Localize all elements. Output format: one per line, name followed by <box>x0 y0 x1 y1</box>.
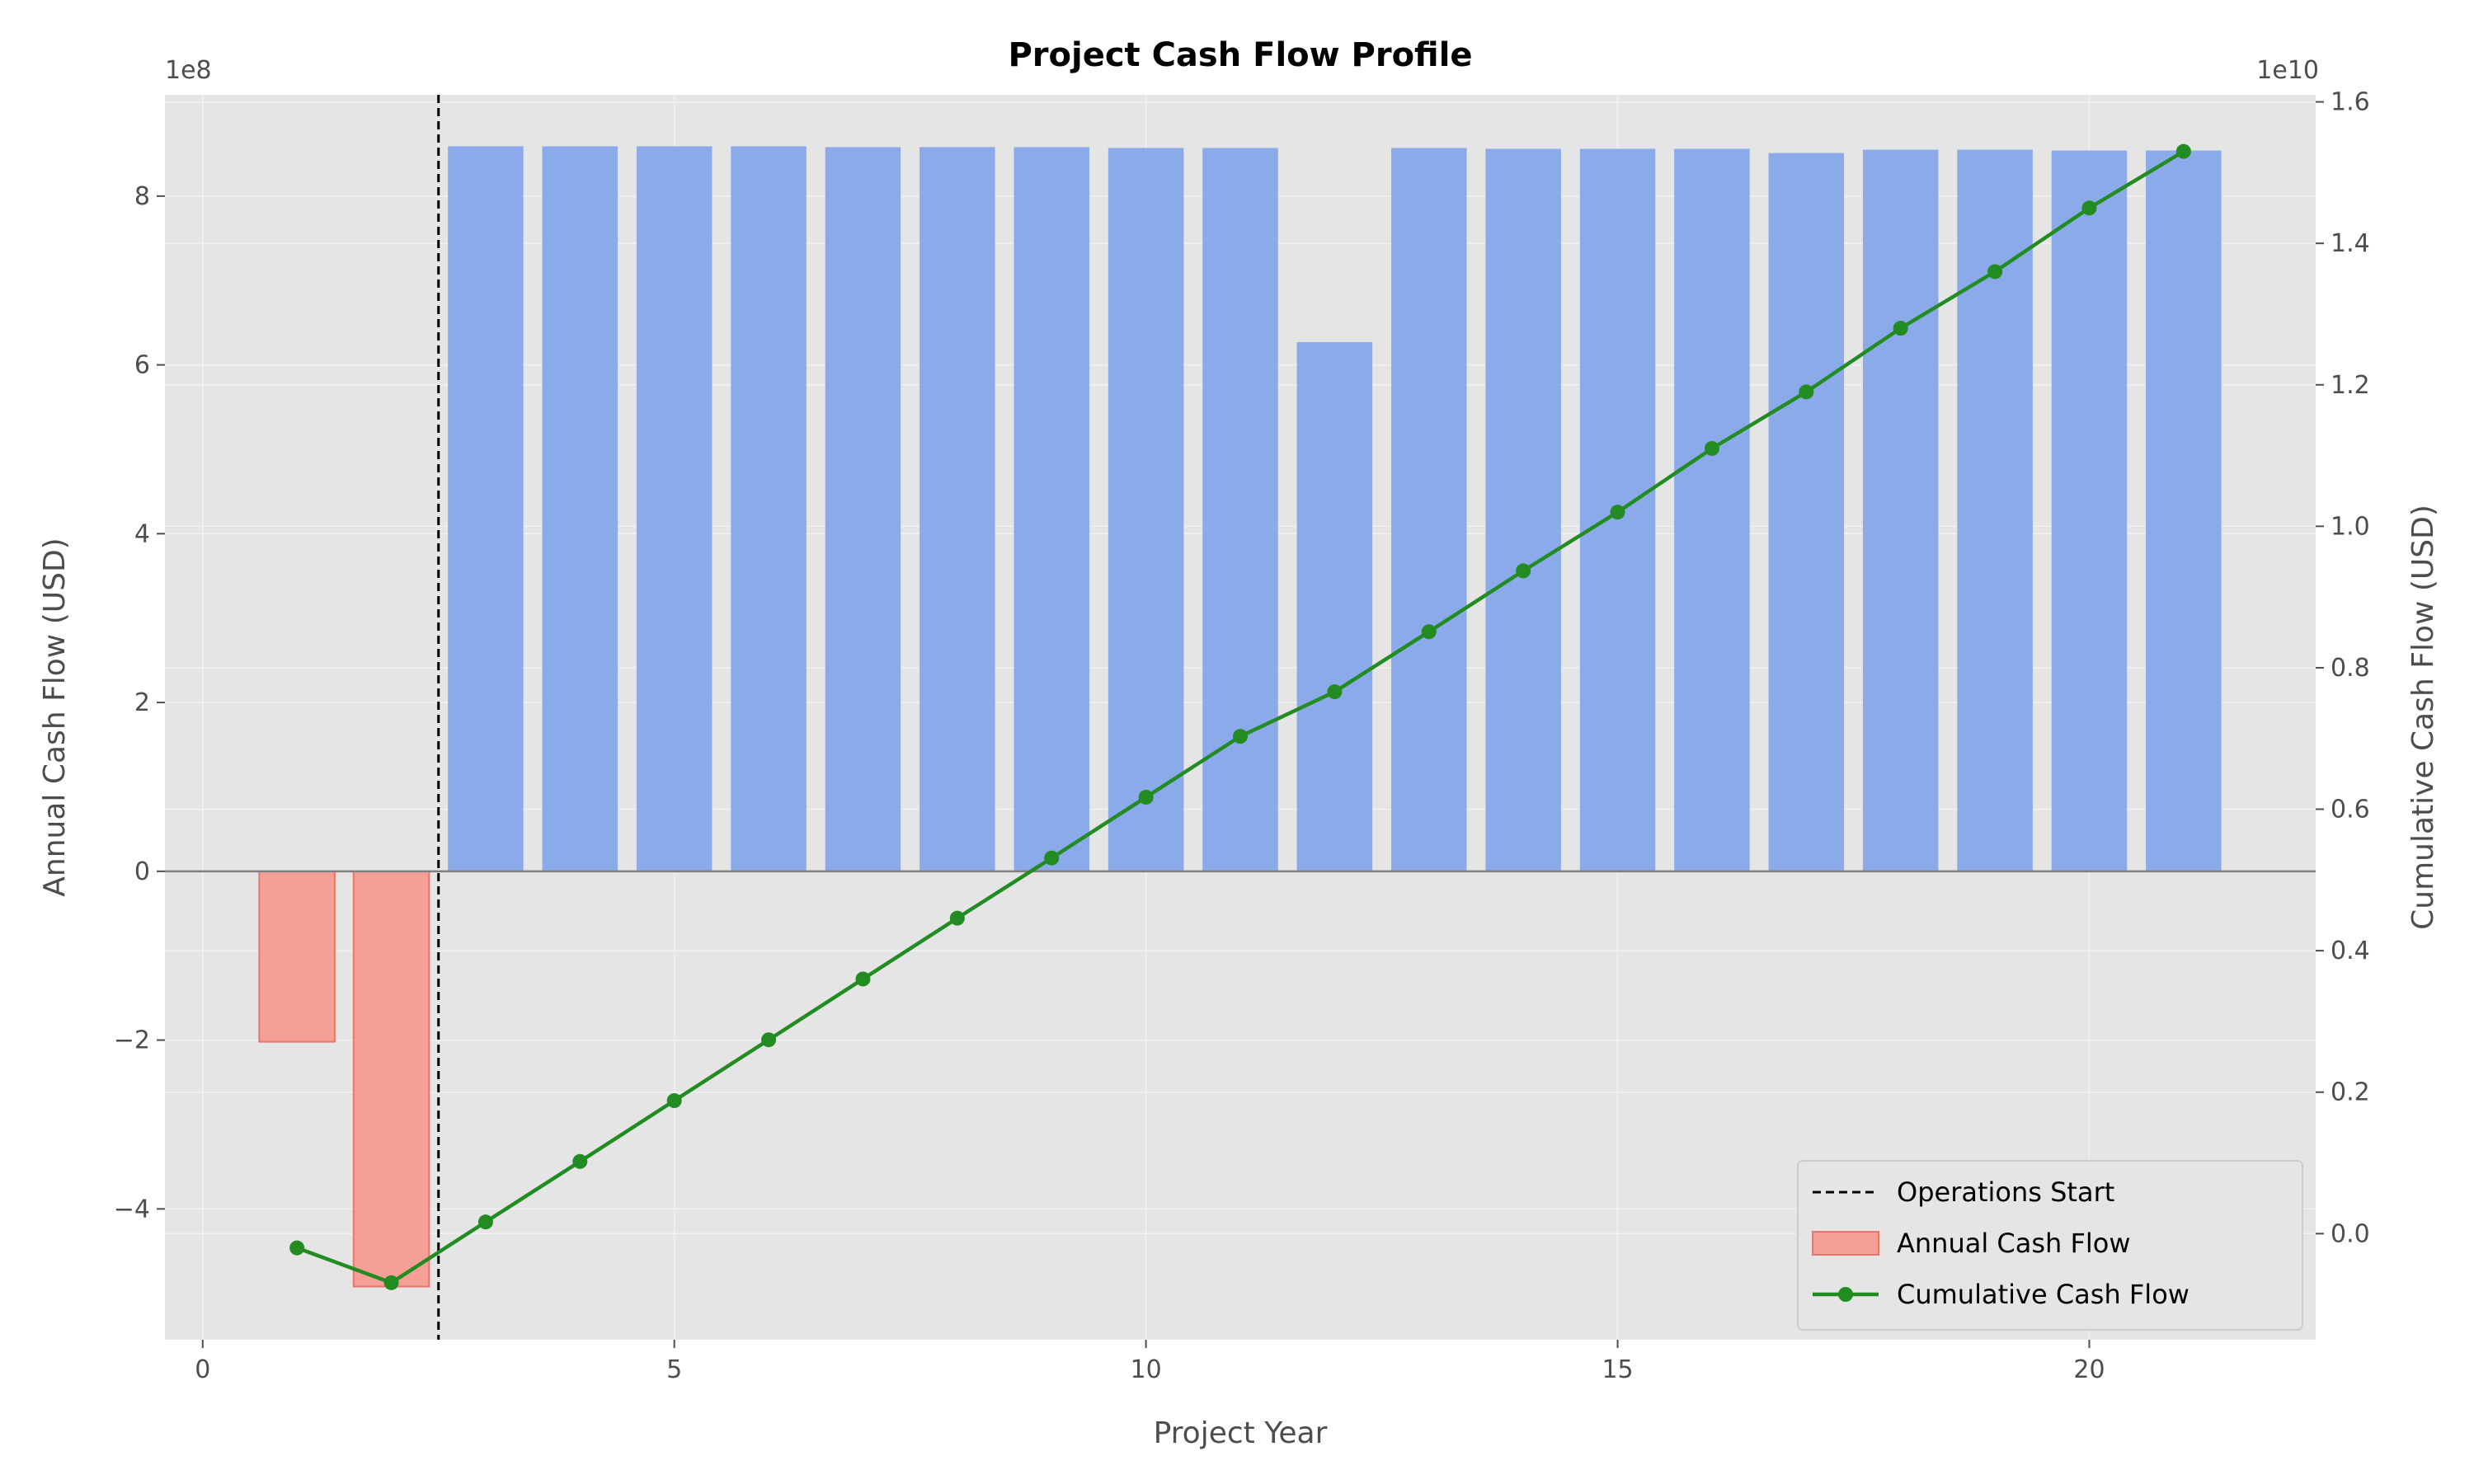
y-axis-right-offset: 1e10 <box>2256 56 2319 85</box>
cumulative-point-year-8 <box>949 910 965 926</box>
bar-year-11 <box>1202 148 1278 871</box>
legend-symbol-annual-cash-flow <box>1812 1231 1879 1256</box>
cumulative-point-year-1 <box>289 1240 305 1256</box>
bar-year-7 <box>825 147 901 871</box>
bottom-tick-label: 15 <box>1602 1355 1633 1384</box>
bar-year-12 <box>1296 341 1373 871</box>
bar-year-19 <box>1957 149 2033 871</box>
bar-year-5 <box>636 146 713 871</box>
bar-year-6 <box>731 146 807 871</box>
legend-label-operations-start: Operations Start <box>1897 1176 2114 1208</box>
cumulative-point-year-7 <box>855 971 871 987</box>
cumulative-point-year-13 <box>1421 624 1437 640</box>
bottom-axis: 0 5 10 15 20 <box>195 1340 2105 1384</box>
cumulative-point-year-18 <box>1893 321 1908 336</box>
left-axis: −4 −2 0 2 4 6 8 <box>114 182 165 1223</box>
left-tick-label: 6 <box>134 351 150 380</box>
bar-year-21 <box>2146 150 2222 871</box>
left-tick-label: 4 <box>134 519 150 548</box>
y-axis-left-label: Annual Cash Flow (USD) <box>38 538 72 896</box>
cumulative-point-year-16 <box>1704 440 1719 456</box>
cumulative-point-year-10 <box>1138 789 1154 805</box>
bar-year-13 <box>1391 148 1467 871</box>
cumulative-point-year-21 <box>2175 143 2191 159</box>
right-tick-label: 1.0 <box>2331 512 2370 541</box>
cumulative-point-year-6 <box>761 1032 777 1048</box>
bar-year-8 <box>920 147 995 871</box>
cumulative-point-year-15 <box>1610 505 1625 520</box>
bar-year-3 <box>448 146 524 871</box>
x-axis-label: Project Year <box>1154 1416 1328 1450</box>
right-tick-label: 1.2 <box>2331 371 2370 400</box>
bar-year-17 <box>1768 153 1845 871</box>
bar-year-20 <box>2051 150 2128 871</box>
cumulative-point-year-14 <box>1516 563 1531 579</box>
legend: Operations Start Annual Cash Flow Cumula… <box>1797 1160 2303 1331</box>
right-tick-label: 1.6 <box>2331 88 2370 117</box>
bottom-tick-label: 10 <box>1131 1355 1162 1384</box>
right-tick-label: 0.0 <box>2331 1219 2370 1248</box>
cumulative-point-year-20 <box>2081 200 2097 216</box>
bar-year-16 <box>1674 148 1750 871</box>
left-tick-label: 2 <box>134 688 150 717</box>
bottom-tick-label: 5 <box>666 1355 682 1384</box>
cumulative-point-year-3 <box>477 1214 493 1230</box>
bar-year-4 <box>542 146 618 871</box>
bar-year-18 <box>1862 149 1939 871</box>
bar-year-10 <box>1108 148 1184 871</box>
right-tick-label: 0.2 <box>2331 1078 2370 1107</box>
legend-label-annual-cash-flow: Annual Cash Flow <box>1897 1228 2131 1259</box>
cumulative-point-year-4 <box>572 1153 588 1169</box>
bottom-tick-label: 0 <box>195 1355 210 1384</box>
right-tick-label: 1.4 <box>2331 229 2370 258</box>
right-axis: 0.0 0.2 0.4 0.6 0.8 1.0 1.2 1.4 1.6 <box>2316 88 2370 1248</box>
cumulative-point-year-9 <box>1044 850 1060 866</box>
bar-year-2 <box>352 870 430 1288</box>
bar-year-14 <box>1485 148 1561 871</box>
left-tick-label: −2 <box>114 1026 150 1055</box>
cumulative-line-series <box>289 143 2191 1290</box>
left-tick-label: −4 <box>114 1195 150 1223</box>
right-tick-label: 0.8 <box>2331 654 2370 683</box>
chart-title: Project Cash Flow Profile <box>1008 36 1472 74</box>
cumulative-point-year-12 <box>1327 684 1343 700</box>
legend-symbol-cumulative-marker <box>1838 1287 1853 1302</box>
y-axis-left-offset: 1e8 <box>165 56 212 85</box>
cumulative-point-year-2 <box>383 1275 399 1290</box>
left-tick-label: 8 <box>134 182 150 211</box>
bar-year-9 <box>1014 147 1089 871</box>
cumulative-point-year-11 <box>1233 729 1248 744</box>
left-tick-label: 0 <box>134 857 150 886</box>
cumulative-point-year-5 <box>666 1093 682 1109</box>
bar-year-1 <box>258 870 336 1043</box>
right-tick-label: 0.4 <box>2331 937 2370 965</box>
cumulative-point-year-17 <box>1799 384 1814 400</box>
cumulative-point-year-19 <box>1987 264 2003 279</box>
y-axis-right-label: Cumulative Cash Flow (USD) <box>2406 505 2440 930</box>
bottom-tick-label: 20 <box>2073 1355 2105 1384</box>
legend-label-cumulative-cash-flow: Cumulative Cash Flow <box>1897 1279 2189 1310</box>
right-tick-label: 0.6 <box>2331 796 2370 824</box>
legend-box <box>1797 1160 2303 1331</box>
